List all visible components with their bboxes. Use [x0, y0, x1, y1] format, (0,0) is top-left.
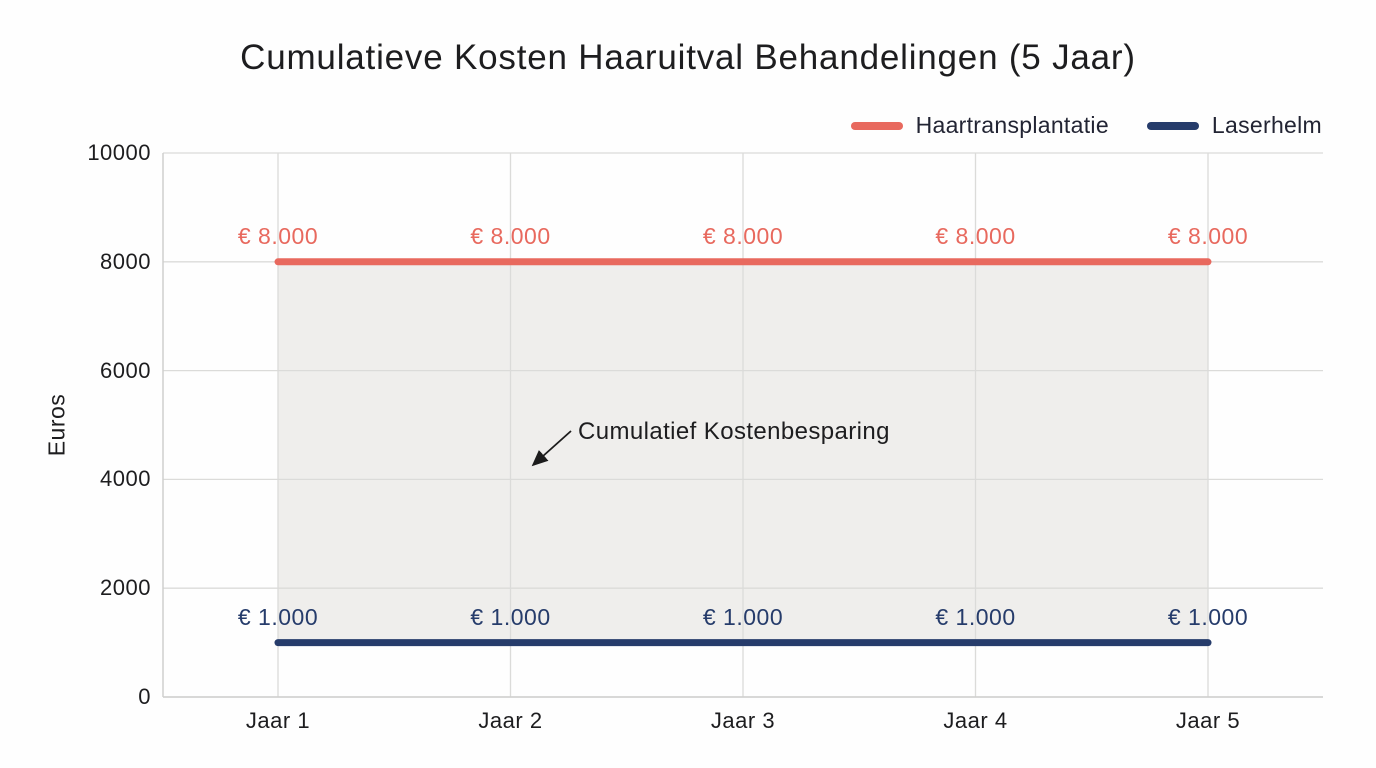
x-tick-label: Jaar 3	[710, 708, 776, 733]
data-label-laserhelm: € 1.000	[935, 603, 1016, 630]
data-label-haartransplantatie: € 8.000	[237, 222, 319, 249]
annotation-label: Cumulatief Kostenbesparing	[578, 418, 890, 445]
data-label-laserhelm: € 1.000	[470, 603, 551, 630]
y-tick-label: 0	[138, 684, 151, 709]
legend-label: Haartransplantatie	[915, 112, 1109, 138]
data-label-laserhelm: € 1.000	[1167, 603, 1249, 630]
data-label-haartransplantatie: € 8.000	[470, 222, 551, 249]
y-tick-label: 8000	[100, 248, 151, 274]
annotation-arrow	[531, 430, 572, 467]
legend-swatch-icon	[1146, 121, 1199, 130]
data-label-haartransplantatie: € 8.000	[702, 222, 784, 249]
legend-item-laserhelm: Laserhelm	[1146, 112, 1322, 139]
x-tick-label: Jaar 2	[478, 708, 543, 733]
data-label-laserhelm: € 1.000	[702, 603, 784, 630]
x-tick-label: Jaar 5	[1175, 708, 1241, 733]
y-axis-title: Euros	[43, 393, 70, 457]
data-label-laserhelm: € 1.000	[237, 603, 319, 630]
x-tick-label: Jaar 4	[943, 708, 1008, 733]
x-tick-label: Jaar 1	[245, 708, 311, 733]
y-tick-label: 10000	[87, 140, 151, 165]
chart-legend: Haartransplantatie Laserhelm	[850, 112, 1322, 139]
y-tick-label: 2000	[100, 575, 151, 601]
data-label-haartransplantatie: € 8.000	[1167, 222, 1249, 249]
legend-swatch-icon	[850, 121, 903, 130]
legend-label: Laserhelm	[1211, 112, 1322, 138]
legend-item-haartransplantatie: Haartransplantatie	[850, 112, 1109, 139]
y-tick-label: 4000	[100, 466, 151, 492]
data-label-haartransplantatie: € 8.000	[935, 222, 1016, 249]
chart-title: Cumulatieve Kosten Haaruitval Behandelin…	[240, 38, 1136, 77]
y-tick-label: 6000	[100, 357, 151, 383]
